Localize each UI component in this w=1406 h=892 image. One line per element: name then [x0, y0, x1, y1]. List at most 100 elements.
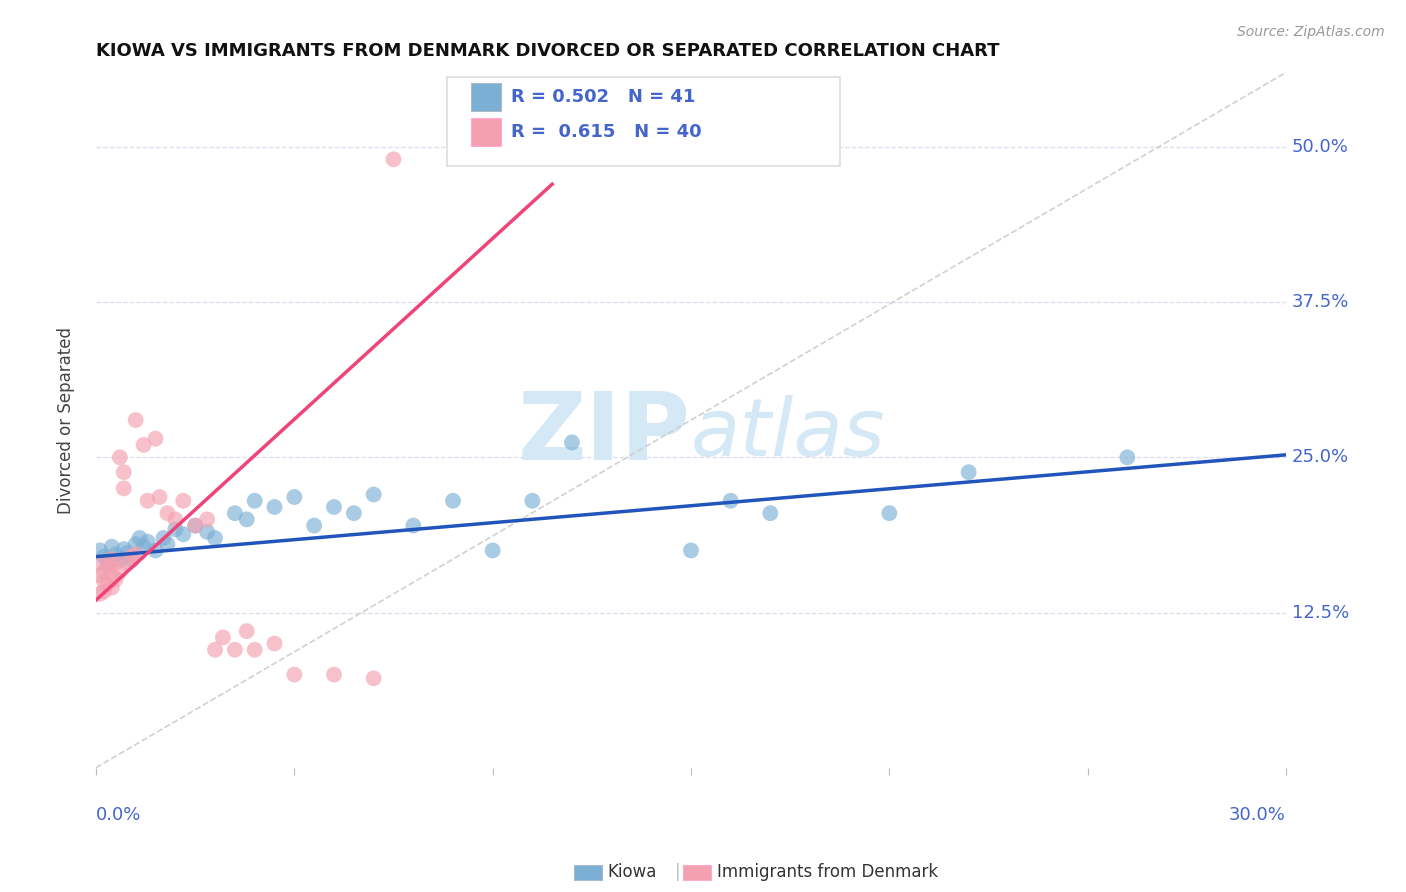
Point	[89, 568, 111, 582]
Text: Source: ZipAtlas.com: Source: ZipAtlas.com	[1237, 25, 1385, 39]
Point	[101, 552, 124, 566]
Point	[302, 518, 325, 533]
Point	[165, 512, 187, 526]
Point	[97, 556, 120, 570]
Point	[125, 537, 148, 551]
Point	[235, 624, 257, 639]
Point	[152, 531, 174, 545]
Point	[522, 493, 544, 508]
Point	[104, 547, 127, 561]
Point	[1116, 450, 1139, 465]
Point	[125, 547, 148, 561]
Text: 12.5%: 12.5%	[1292, 604, 1350, 622]
Point	[93, 565, 115, 579]
Point	[104, 572, 127, 586]
Point	[184, 518, 207, 533]
Point	[104, 556, 127, 570]
Point	[243, 493, 266, 508]
Point	[263, 636, 285, 650]
Point	[108, 552, 131, 566]
Point	[93, 549, 115, 564]
Point	[97, 559, 120, 574]
Point	[561, 435, 583, 450]
Point	[121, 553, 143, 567]
Point	[224, 642, 246, 657]
Point	[136, 493, 159, 508]
Point	[172, 527, 194, 541]
Point	[679, 543, 702, 558]
Point	[172, 493, 194, 508]
Text: 25.0%: 25.0%	[1292, 449, 1350, 467]
Text: |: |	[675, 863, 681, 881]
Bar	[471, 118, 501, 145]
Point	[235, 512, 257, 526]
Point	[145, 432, 167, 446]
Point	[117, 546, 139, 560]
Point	[108, 450, 131, 465]
Point	[128, 531, 150, 545]
Point	[132, 438, 155, 452]
Point	[156, 506, 179, 520]
Point	[112, 481, 135, 495]
Point	[204, 642, 226, 657]
Point	[224, 506, 246, 520]
Point	[481, 543, 503, 558]
Point	[125, 413, 148, 427]
Point	[363, 671, 385, 685]
Point	[204, 531, 226, 545]
Point	[720, 493, 742, 508]
Point	[195, 512, 218, 526]
Point	[93, 584, 115, 599]
Point	[136, 534, 159, 549]
Text: ZIP: ZIP	[519, 388, 690, 480]
Text: Kiowa: Kiowa	[607, 863, 657, 881]
Point	[108, 565, 131, 579]
Point	[184, 518, 207, 533]
FancyBboxPatch shape	[447, 78, 839, 166]
Text: atlas: atlas	[690, 395, 886, 473]
Point	[112, 542, 135, 557]
Point	[132, 540, 155, 554]
Point	[101, 581, 124, 595]
Text: KIOWA VS IMMIGRANTS FROM DENMARK DIVORCED OR SEPARATED CORRELATION CHART: KIOWA VS IMMIGRANTS FROM DENMARK DIVORCE…	[96, 42, 1000, 60]
Text: 37.5%: 37.5%	[1292, 293, 1350, 311]
Point	[195, 524, 218, 539]
Point	[145, 543, 167, 558]
Point	[156, 537, 179, 551]
Point	[101, 568, 124, 582]
Text: Immigrants from Denmark: Immigrants from Denmark	[717, 863, 938, 881]
Text: R =  0.615   N = 40: R = 0.615 N = 40	[512, 123, 702, 141]
Point	[93, 574, 115, 589]
Point	[382, 153, 405, 167]
Text: 0.0%: 0.0%	[96, 806, 142, 824]
Point	[101, 540, 124, 554]
Point	[283, 667, 305, 681]
Y-axis label: Divorced or Separated: Divorced or Separated	[58, 326, 75, 514]
Text: 30.0%: 30.0%	[1229, 806, 1286, 824]
Point	[117, 556, 139, 570]
Point	[148, 490, 170, 504]
Point	[363, 487, 385, 501]
Bar	[471, 83, 501, 111]
Point	[343, 506, 366, 520]
Point	[243, 642, 266, 657]
Point	[89, 556, 111, 570]
Point	[759, 506, 782, 520]
Point	[97, 577, 120, 591]
Point	[112, 465, 135, 479]
Text: R = 0.502   N = 41: R = 0.502 N = 41	[512, 87, 696, 105]
Point	[283, 490, 305, 504]
Text: 50.0%: 50.0%	[1292, 138, 1348, 156]
Point	[323, 500, 346, 514]
Point	[879, 506, 901, 520]
Point	[89, 543, 111, 558]
Point	[323, 667, 346, 681]
Point	[957, 465, 980, 479]
Point	[121, 549, 143, 564]
Point	[441, 493, 464, 508]
Point	[212, 631, 235, 645]
Point	[263, 500, 285, 514]
Point	[89, 587, 111, 601]
Point	[165, 522, 187, 536]
Point	[402, 518, 425, 533]
